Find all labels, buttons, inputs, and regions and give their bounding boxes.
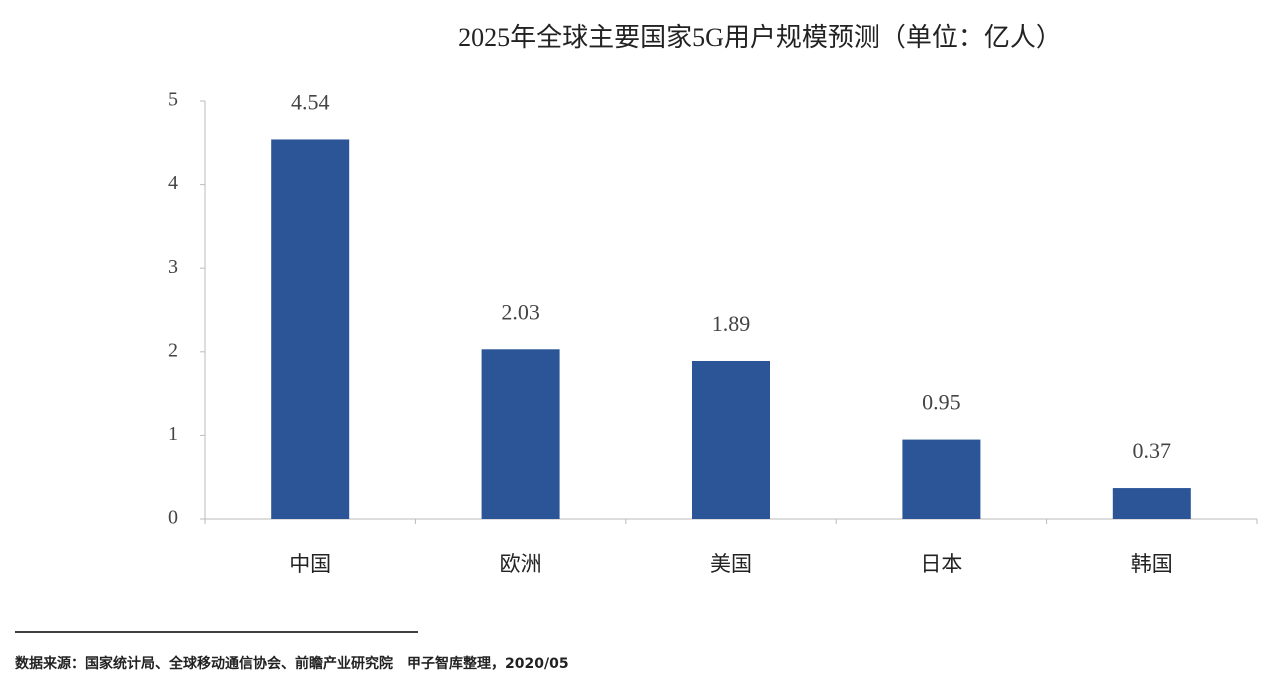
value-label: 4.54 [291, 90, 330, 115]
y-tick-label: 5 [168, 89, 178, 111]
y-tick-label: 1 [168, 423, 178, 445]
bar [271, 139, 350, 519]
bar [692, 360, 770, 519]
value-label: 2.03 [501, 299, 540, 324]
y-tick-label: 4 [168, 172, 178, 194]
source-note: 数据来源：国家统计局、全球移动通信协会、前瞻产业研究院 甲子智库整理，2020/… [15, 655, 569, 672]
x-tick-label: 美国 [710, 552, 752, 576]
y-tick-label: 0 [168, 507, 178, 529]
bar [481, 349, 560, 519]
chart-title: 2025年全球主要国家5G用户规模预测（单位：亿人） [458, 23, 1062, 52]
y-tick-label: 3 [168, 256, 178, 278]
x-tick-label: 欧洲 [500, 552, 542, 576]
value-label: 0.37 [1133, 438, 1172, 463]
x-tick-label: 韩国 [1131, 552, 1173, 576]
x-tick-label: 中国 [289, 552, 331, 576]
bar [1112, 488, 1191, 519]
value-label: 0.95 [922, 390, 961, 415]
bar [902, 439, 981, 519]
y-tick-label: 2 [168, 339, 178, 361]
value-label: 1.89 [712, 311, 751, 336]
x-tick-label: 日本 [920, 552, 962, 576]
